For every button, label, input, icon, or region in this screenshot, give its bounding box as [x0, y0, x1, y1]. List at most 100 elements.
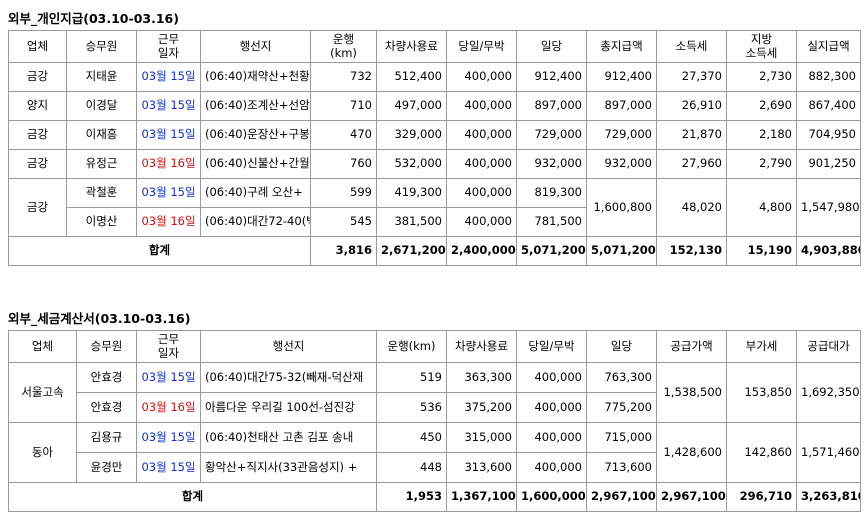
cell-daytrip: 400,000 [516, 422, 587, 453]
cell-route: (06:40)조계산+선암 [200, 91, 311, 121]
total-label: 합계 [8, 236, 311, 266]
cell-distance: 732 [310, 62, 377, 92]
header-company: 업체 [8, 30, 67, 63]
total-vat: 296,710 [726, 482, 797, 512]
cell-vehicle-fee: 532,000 [376, 149, 447, 179]
cell-local-tax: 2,790 [726, 149, 797, 179]
cell-net-pay: 882,300 [796, 62, 861, 92]
cell-month: 03월 [141, 185, 167, 200]
cell-month: 03월 [141, 429, 167, 444]
total-net-pay: 4,903,880 [796, 236, 861, 266]
total-income-tax: 152,130 [656, 236, 727, 266]
cell-month: 03월 [141, 127, 167, 142]
cell-month: 03월 [141, 399, 167, 414]
cell-company: 금강 [8, 149, 67, 179]
cell-net-pay: 867,400 [796, 91, 861, 121]
header-route: 행선지 [200, 330, 377, 363]
cell-daily: 763,300 [586, 362, 657, 393]
cell-month: 03월 [141, 214, 167, 229]
cell-company: 금강 [8, 62, 67, 92]
header-supply: 공급가액 [656, 330, 727, 363]
cell-day: 15일 [170, 69, 196, 84]
cell-day: 15일 [170, 127, 196, 142]
header-supply-total: 공급대가 [796, 330, 861, 363]
cell-route: (06:40)신불산+간월 [200, 149, 311, 179]
cell-route: (06:40)대간72-40(백 [200, 207, 311, 237]
header-daily: 일당 [516, 30, 587, 63]
header-income-tax: 소득세 [656, 30, 727, 63]
cell-day: 15일 [170, 98, 196, 113]
section1-title: 외부_개인지급(03.10-03.16) [8, 11, 179, 26]
cell-daytrip: 400,000 [446, 120, 517, 150]
total-distance: 1,953 [376, 482, 447, 512]
cell-driver: 지태윤 [66, 62, 137, 92]
table-row: 금강 이재흥 03월 15일 (06:40)운장산+구봉 470 329,000… [8, 120, 861, 150]
cell-day: 15일 [170, 459, 196, 474]
cell-company: 양지 [8, 91, 67, 121]
header-distance: 운행(km) [376, 330, 447, 363]
cell-distance: 470 [310, 120, 377, 150]
cell-day: 15일 [170, 429, 196, 444]
cell-driver: 이경달 [66, 91, 137, 121]
table-row: 금강 유정근 03월 16일 (06:40)신불산+간월 760 532,000… [8, 149, 861, 179]
cell-total-pay: 1,600,800 [586, 178, 657, 237]
cell-vehicle-fee: 313,600 [446, 452, 517, 483]
cell-daily: 932,000 [516, 149, 587, 179]
cell-route: (06:40)운장산+구봉 [200, 120, 311, 150]
cell-workday: 03월 15일 [136, 452, 201, 483]
cell-workday: 03월 16일 [136, 392, 201, 423]
cell-day: 16일 [170, 156, 196, 171]
header-daytrip: 당일/무박 [516, 330, 587, 363]
table-row: 금강 곽철훈 03월 15일 (06:40)구례 오산+ 599 419,300… [8, 178, 861, 237]
cell-distance: 545 [310, 207, 377, 237]
cell-vat: 153,850 [726, 362, 797, 423]
header-driver: 승무원 [66, 30, 137, 63]
header-net-pay: 실지급액 [796, 30, 861, 63]
cell-day: 16일 [170, 214, 196, 229]
total-supply: 2,967,100 [656, 482, 727, 512]
cell-income-tax: 26,910 [656, 91, 727, 121]
total-daytrip: 2,400,000 [446, 236, 517, 266]
cell-company: 동아 [8, 422, 77, 483]
cell-daily: 775,200 [586, 392, 657, 423]
header-workday: 근무 일자 [136, 330, 201, 363]
cell-supply: 1,538,500 [656, 362, 727, 423]
total-row: 합계 1,953 1,367,100 1,600,000 2,967,100 2… [8, 482, 861, 512]
cell-local-tax: 4,800 [726, 178, 797, 237]
cell-vehicle-fee: 512,400 [376, 62, 447, 92]
cell-daytrip: 400,000 [516, 362, 587, 393]
cell-driver: 이명산 [66, 207, 137, 237]
cell-workday: 03월 15일 [136, 422, 201, 453]
table-row: 이명산 03월 16일 (06:40)대간72-40(백 545 381,500… [9, 207, 861, 237]
total-daily: 2,967,100 [586, 482, 657, 512]
cell-vehicle-fee: 329,000 [376, 120, 447, 150]
personal-payment-table: 업체 승무원 근무 일자 행선지 운행 (km) 차량사용료 당일/무박 일당 … [8, 30, 861, 266]
cell-supply: 1,428,600 [656, 422, 727, 483]
table-row: 금강 지태윤 03월 15일 (06:40)재약산+천황 732 512,400… [8, 62, 861, 92]
cell-daily: 781,500 [516, 207, 587, 237]
cell-month: 03월 [141, 69, 167, 84]
header-vat: 부가세 [726, 330, 797, 363]
table-header-row: 업체 승무원 근무 일자 행선지 운행 (km) 차량사용료 당일/무박 일당 … [8, 30, 861, 63]
header-route: 행선지 [200, 30, 311, 63]
total-vehicle-fee: 2,671,200 [376, 236, 447, 266]
cell-route: 황악산+직지사(33관음성지) + [200, 452, 377, 483]
cell-day: 16일 [170, 399, 196, 414]
cell-income-tax: 27,370 [656, 62, 727, 92]
cell-total-pay: 912,400 [586, 62, 657, 92]
cell-driver: 이재흥 [66, 120, 137, 150]
header-driver: 승무원 [76, 330, 137, 363]
cell-month: 03월 [141, 156, 167, 171]
cell-route: (06:40)재약산+천황 [200, 62, 311, 92]
total-row: 합계 3,816 2,671,200 2,400,000 5,071,200 5… [8, 236, 861, 266]
cell-supply-total: 1,571,460 [796, 422, 861, 483]
cell-total-pay: 932,000 [586, 149, 657, 179]
cell-workday: 03월 15일 [136, 178, 201, 208]
cell-distance: 760 [310, 149, 377, 179]
header-daytrip: 당일/무박 [446, 30, 517, 63]
cell-month: 03월 [141, 369, 167, 384]
cell-workday: 03월 15일 [136, 362, 201, 393]
total-distance: 3,816 [310, 236, 377, 266]
header-distance: 운행 (km) [310, 30, 377, 63]
cell-vehicle-fee: 315,000 [446, 422, 517, 453]
